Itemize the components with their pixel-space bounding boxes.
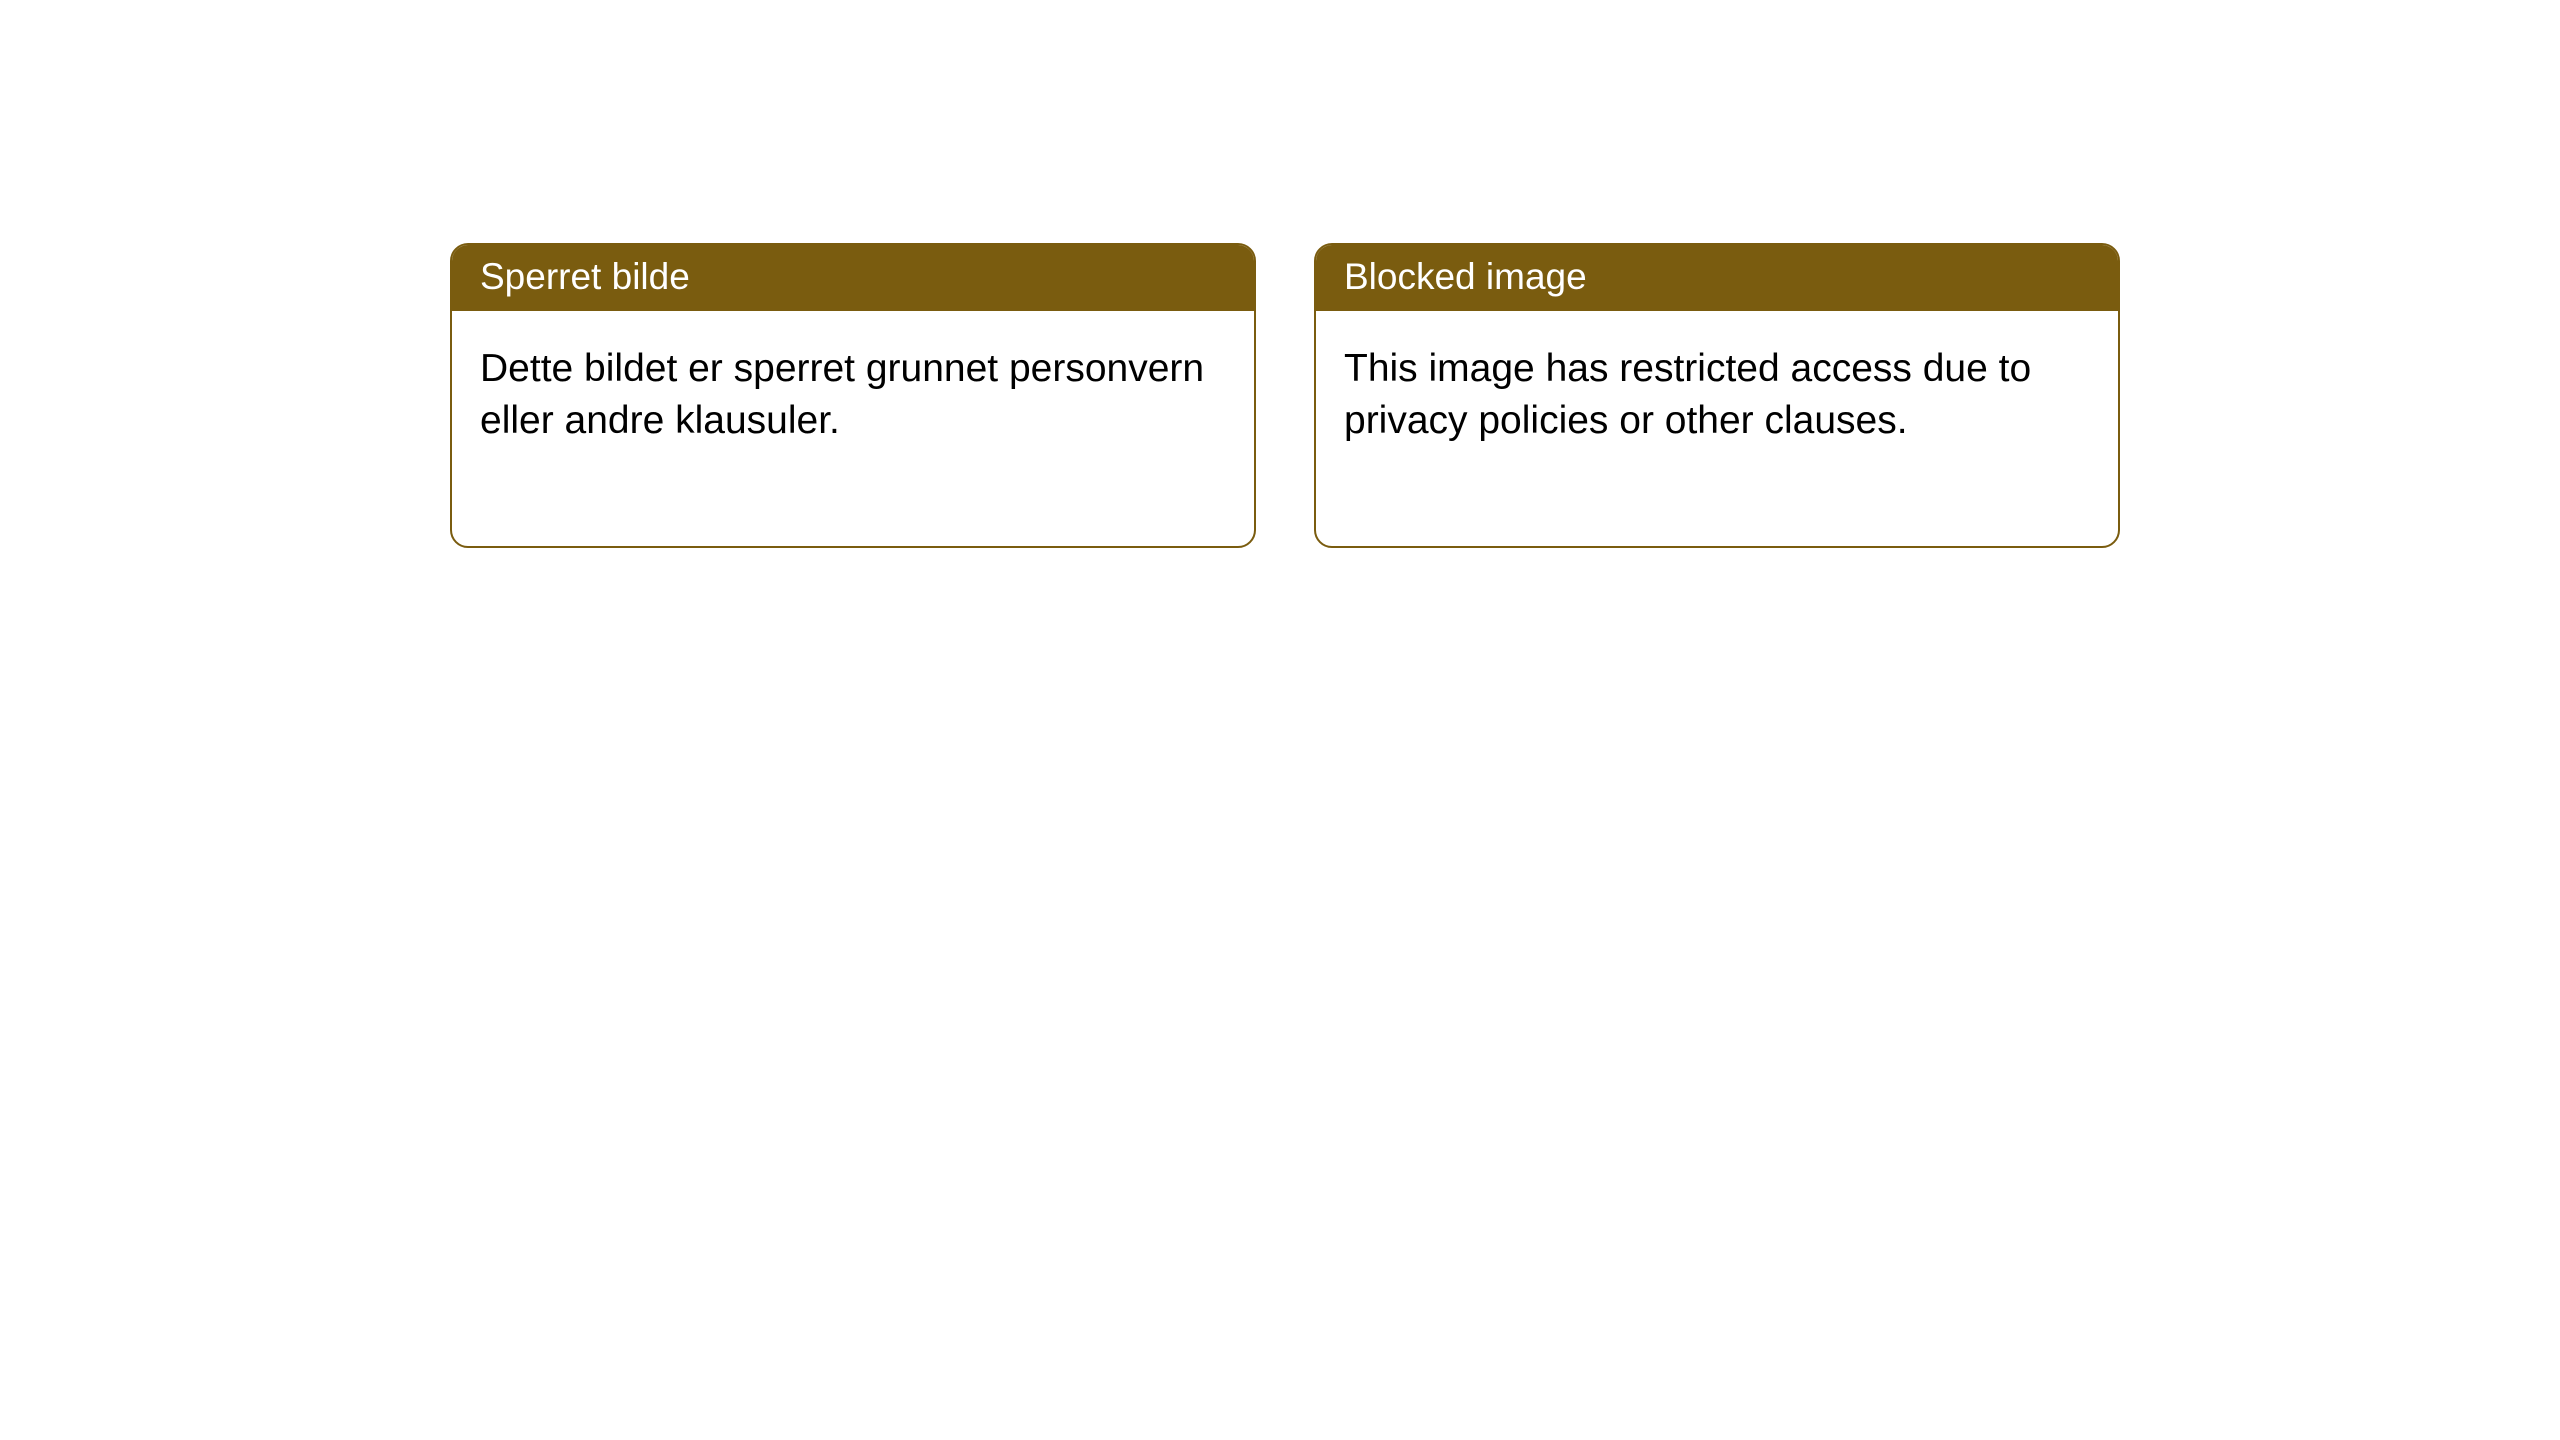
notice-container: Sperret bilde Dette bildet er sperret gr…	[0, 0, 2560, 548]
notice-card-norwegian: Sperret bilde Dette bildet er sperret gr…	[450, 243, 1256, 548]
notice-body: This image has restricted access due to …	[1316, 311, 2118, 546]
notice-body: Dette bildet er sperret grunnet personve…	[452, 311, 1254, 546]
notice-header: Sperret bilde	[452, 245, 1254, 311]
notice-card-english: Blocked image This image has restricted …	[1314, 243, 2120, 548]
notice-header: Blocked image	[1316, 245, 2118, 311]
